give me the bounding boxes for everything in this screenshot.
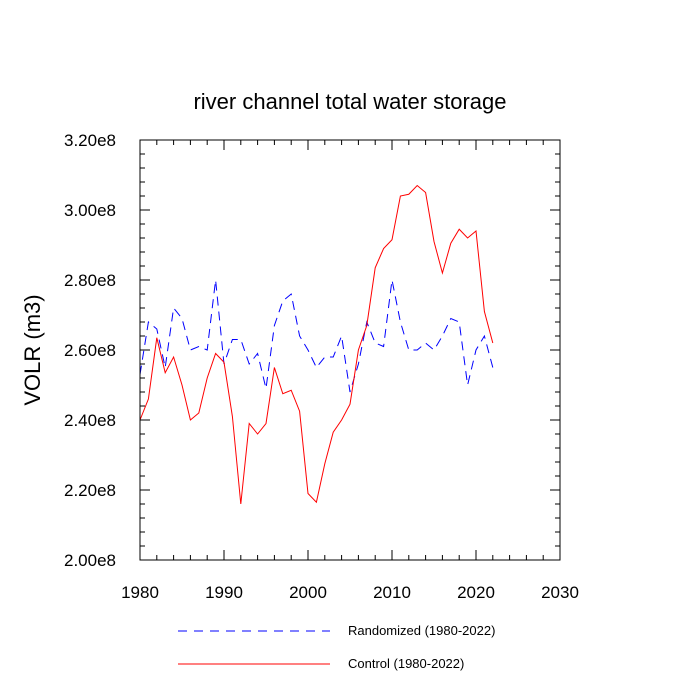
y-tick-label: 3.20e8 bbox=[64, 131, 116, 150]
y-tick-label: 2.20e8 bbox=[64, 481, 116, 500]
y-tick-label: 2.80e8 bbox=[64, 271, 116, 290]
y-tick-label: 2.60e8 bbox=[64, 341, 116, 360]
y-tick-label: 3.00e8 bbox=[64, 201, 116, 220]
y-tick-label: 2.00e8 bbox=[64, 551, 116, 570]
x-tick-label: 1990 bbox=[205, 583, 243, 602]
series-line-randomized bbox=[139, 279, 494, 393]
y-axis-label: VOLR (m3) bbox=[20, 294, 45, 405]
y-tick-label: 2.40e8 bbox=[64, 411, 116, 430]
legend-label: Randomized (1980-2022) bbox=[348, 623, 495, 638]
series-line-control bbox=[139, 184, 494, 505]
x-tick-label: 2030 bbox=[541, 583, 579, 602]
x-tick-label: 2000 bbox=[289, 583, 327, 602]
legend-label: Control (1980-2022) bbox=[348, 656, 464, 671]
chart-title: river channel total water storage bbox=[193, 89, 506, 114]
plot-frame bbox=[139, 139, 561, 561]
series-layer bbox=[139, 184, 494, 505]
x-tick-label: 2010 bbox=[373, 583, 411, 602]
x-tick-label: 1980 bbox=[121, 583, 159, 602]
axes-layer: 1980 1990 2000 2010 2020 2030 2.00e8 2.20e8 2.40… bbox=[64, 131, 579, 602]
x-tick-label: 2020 bbox=[457, 583, 495, 602]
legend: Randomized (1980-2022) Control (1980-2022… bbox=[178, 623, 495, 671]
